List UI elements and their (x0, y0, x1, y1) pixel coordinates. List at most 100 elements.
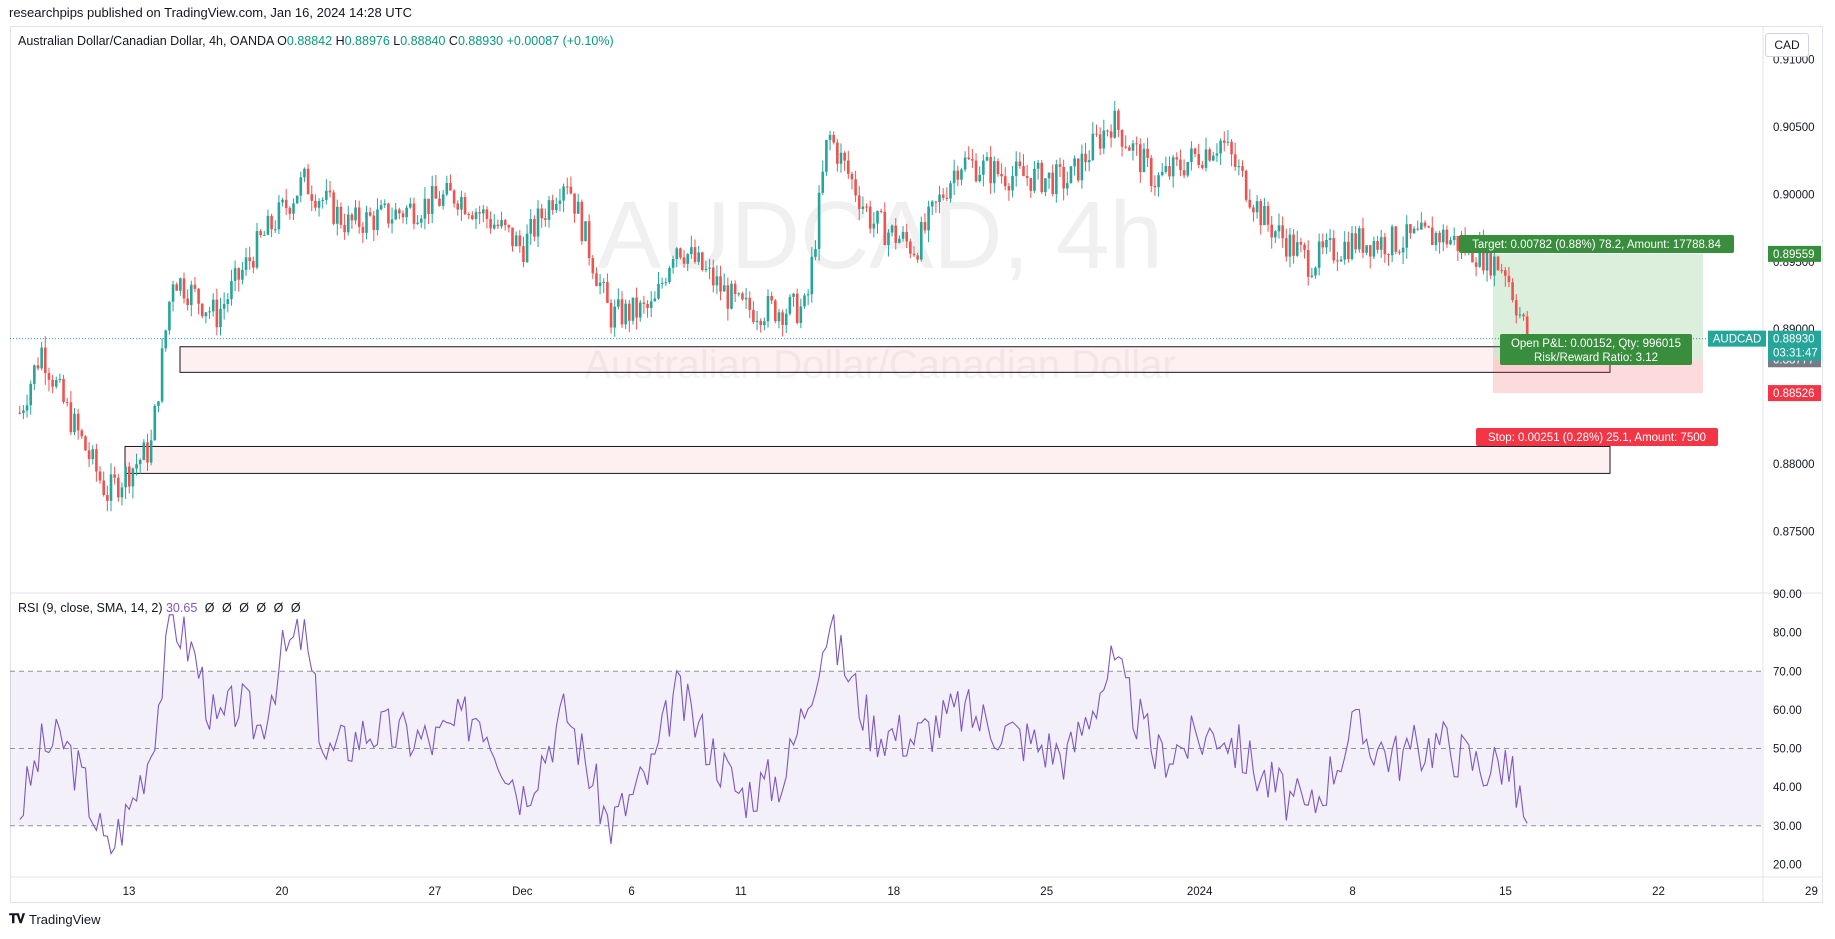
candle (427, 198, 430, 225)
candle (587, 214, 591, 266)
candle-body (631, 297, 635, 321)
candle-body (580, 201, 584, 242)
candle-body (368, 212, 372, 216)
candle (930, 200, 934, 216)
candle-body (252, 261, 255, 268)
candle-body (80, 430, 84, 437)
price-tick-1: 0.90500 (1773, 122, 1815, 134)
candle-body (336, 206, 339, 224)
candle-body (916, 255, 919, 260)
candle (33, 364, 36, 390)
demand-zone-1[interactable] (179, 346, 1611, 373)
target-label[interactable]: Target: 0.00782 (0.88%) 78.2, Amount: 17… (1459, 235, 1734, 253)
candle-body (646, 303, 649, 308)
candle-body (675, 248, 679, 260)
candle (1007, 182, 1011, 201)
candle-body (1314, 267, 1317, 276)
rsi-extra-3: Ø (239, 601, 249, 615)
candle (971, 148, 974, 168)
candle-body (795, 293, 799, 323)
candle-body (679, 248, 682, 258)
candle-body (361, 226, 365, 233)
candle (679, 247, 682, 260)
candle-body (54, 380, 58, 387)
candle-body (879, 210, 883, 212)
candle-body (186, 298, 189, 306)
candle (1215, 143, 1219, 163)
candle-body (292, 203, 295, 214)
candle (372, 211, 376, 242)
candle (197, 287, 200, 315)
candle (492, 214, 496, 230)
candle (1120, 129, 1124, 157)
candle-body (828, 134, 832, 141)
candle (1106, 129, 1109, 137)
candle (500, 211, 503, 229)
candle (1358, 225, 1361, 253)
candle-body (1018, 161, 1022, 167)
candle (1084, 143, 1087, 172)
candle (1124, 135, 1127, 150)
candle-body (1102, 130, 1106, 149)
candle (1022, 154, 1025, 177)
candle-body (1310, 275, 1314, 277)
candle-body (65, 402, 69, 404)
candle (759, 318, 762, 333)
candle-body (434, 186, 438, 199)
candle (266, 209, 270, 236)
candle-body (200, 303, 204, 317)
candle (1427, 225, 1430, 228)
candle (200, 302, 204, 319)
candle (1303, 242, 1306, 259)
candle (62, 374, 65, 404)
candle (770, 291, 773, 305)
candle (1252, 204, 1255, 222)
open-pl-label[interactable]: Open P&L: 0.00152, Qty: 996015 Risk/Rewar… (1500, 334, 1692, 365)
candle-body (690, 247, 693, 255)
candle-body (1248, 199, 1252, 208)
candle-body (500, 220, 503, 227)
candle-body (350, 214, 354, 221)
candle (295, 195, 299, 205)
candle (795, 288, 799, 325)
candle (98, 466, 102, 484)
candle (204, 312, 208, 324)
candle-body (784, 313, 788, 326)
candle (525, 224, 529, 264)
candle-body (1496, 256, 1500, 271)
candle-body (405, 207, 408, 218)
candle (1033, 161, 1036, 194)
candle-body (1190, 148, 1193, 162)
candle-body (288, 208, 292, 214)
candle (127, 462, 131, 494)
candle-body (755, 320, 759, 323)
candle-body (1445, 229, 1449, 245)
candle-body (485, 209, 489, 219)
candle-body (120, 487, 124, 498)
stop-label[interactable]: Stop: 0.00251 (0.28%) 25.1, Amount: 7500 (1476, 428, 1718, 446)
candle (1398, 249, 1401, 255)
candle (219, 297, 222, 336)
demand-zone-2[interactable] (124, 445, 1611, 474)
candle-body (1193, 148, 1197, 154)
candle-body (1047, 172, 1051, 179)
candle (1288, 227, 1292, 268)
candle (175, 282, 178, 291)
candle-body (1025, 176, 1029, 179)
candle (489, 211, 492, 234)
candle-body (1124, 146, 1127, 148)
currency-button[interactable]: CAD (1765, 33, 1809, 57)
candle (441, 189, 445, 210)
candle-body (273, 229, 277, 231)
candle (649, 291, 653, 317)
candle (511, 227, 514, 252)
candle-body (1164, 166, 1168, 172)
candle-body (1295, 242, 1299, 256)
candle (1047, 172, 1051, 190)
candle (806, 289, 810, 306)
candle-body (445, 183, 449, 195)
candle-body (1098, 134, 1102, 149)
candle-body (471, 215, 474, 220)
candle (357, 200, 361, 234)
